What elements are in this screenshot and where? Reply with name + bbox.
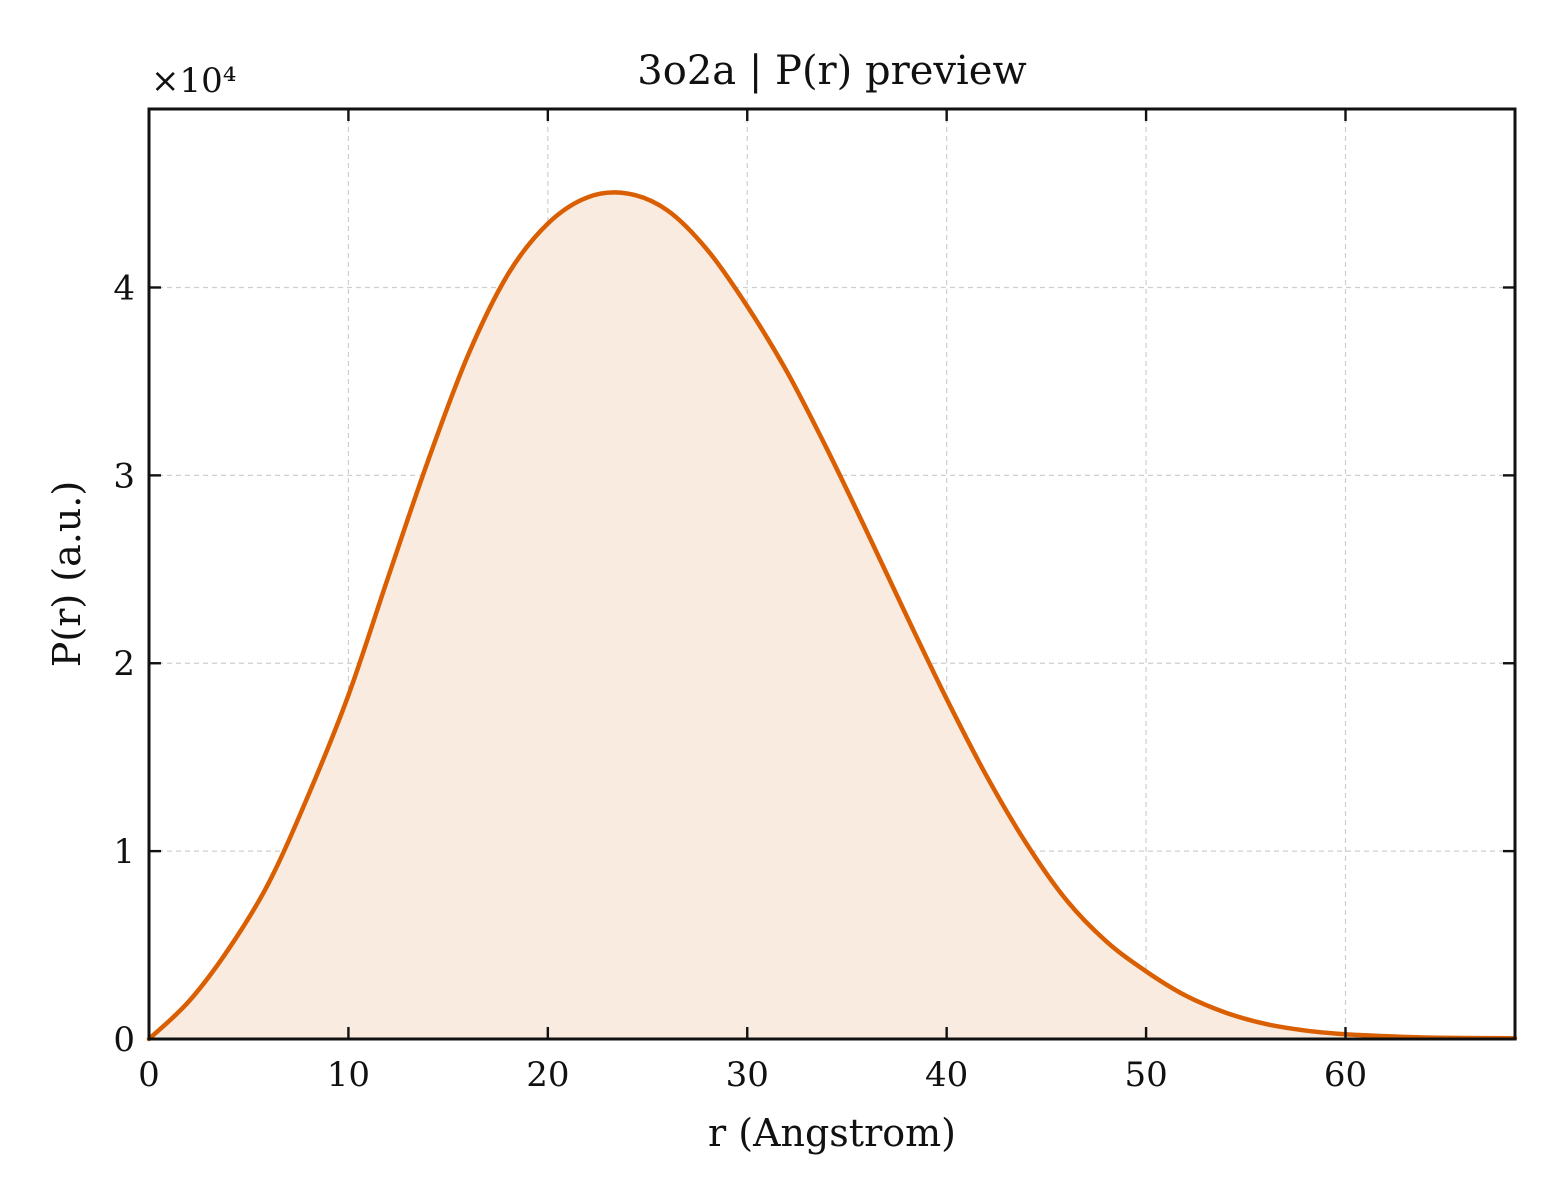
y-axis-label: P(r) (a.u.) xyxy=(45,481,89,667)
y-tick-label: 2 xyxy=(113,644,135,684)
y-tick-label: 1 xyxy=(113,832,135,872)
tick-labels: 0 10 20 30 40 50 60 0 1 2 3 4 xyxy=(113,268,1367,1095)
pr-area-fill xyxy=(149,192,1515,1040)
plot-frame xyxy=(147,107,1517,1041)
x-tick-label: 60 xyxy=(1324,1055,1367,1095)
tick-marks xyxy=(147,109,1515,1041)
x-tick-label: 10 xyxy=(327,1055,370,1095)
y-tick-label: 3 xyxy=(113,456,135,496)
x-tick-label: 40 xyxy=(925,1055,968,1095)
y-tick-label: 0 xyxy=(113,1020,135,1060)
x-tick-label: 20 xyxy=(526,1055,569,1095)
pr-curve-line xyxy=(146,190,1518,1042)
x-tick-label: 0 xyxy=(138,1055,160,1095)
x-tick-label: 50 xyxy=(1124,1055,1167,1095)
x-axis-label: r (Angstrom) xyxy=(708,1111,956,1155)
y-multiplier-label: ×10⁴ xyxy=(151,61,236,101)
chart-title: 3o2a | P(r) preview xyxy=(637,48,1026,94)
x-tick-label: 30 xyxy=(726,1055,769,1095)
y-tick-label: 4 xyxy=(113,268,135,308)
